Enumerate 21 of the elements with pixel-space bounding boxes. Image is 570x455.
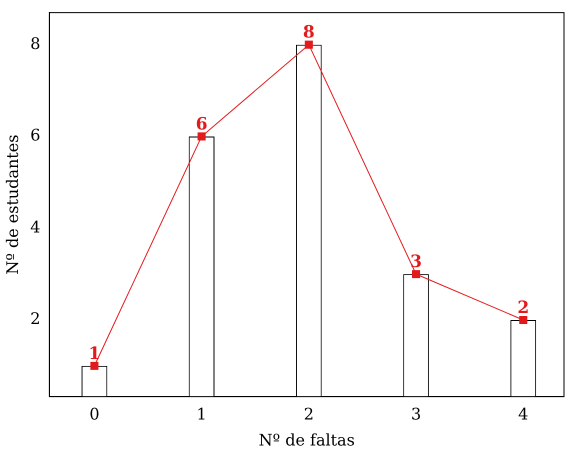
point	[412, 270, 420, 278]
data-label: 3	[410, 252, 422, 272]
data-label: 6	[196, 114, 208, 134]
data-label: 2	[517, 298, 530, 318]
x-tick-label: 4	[518, 404, 528, 424]
x-tick-label: 3	[410, 404, 422, 424]
point	[90, 362, 98, 370]
y-tick-label: 8	[30, 34, 40, 53]
data-label: 1	[88, 344, 100, 364]
point	[519, 316, 528, 324]
point	[198, 132, 206, 141]
y-axis-title: Nº de estudantes	[2, 134, 22, 275]
x-axis-title: Nº de faltas	[258, 430, 355, 450]
x-tick-label: 0	[89, 404, 100, 424]
y-tick-label: 4	[30, 217, 40, 236]
x-tick-label: 1	[196, 404, 207, 424]
y-tick-label: 2	[30, 309, 40, 328]
x-tick-label: 2	[304, 404, 314, 424]
y-tick-label: 6	[30, 126, 40, 145]
point	[304, 40, 313, 49]
data-label: 8	[302, 22, 315, 43]
